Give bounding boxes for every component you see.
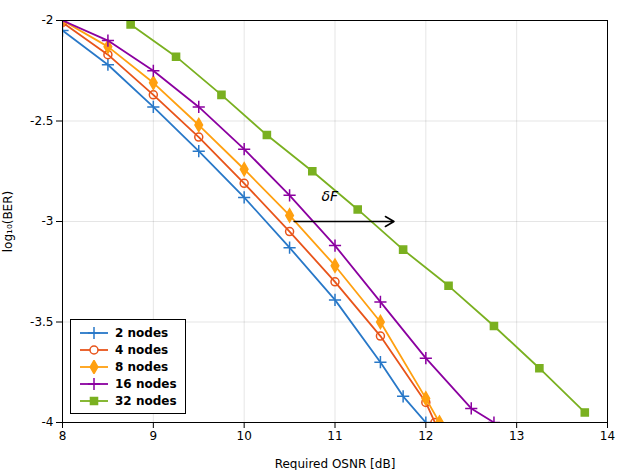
svg-text:δF: δF (321, 188, 339, 204)
html-text:32 nodes: 32 nodes (115, 393, 177, 408)
html-text:16 nodes: 16 nodes (115, 376, 177, 391)
svg-text:10: 10 (237, 429, 252, 443)
svg-text:14: 14 (600, 429, 615, 443)
svg-text:-3.5: -3.5 (30, 315, 53, 329)
svg-text:8: 8 (59, 429, 67, 443)
svg-text:12: 12 (418, 429, 433, 443)
svg-text:Required OSNR [dB]: Required OSNR [dB] (275, 457, 396, 470)
svg-text:-3: -3 (42, 214, 54, 228)
svg-text:13: 13 (509, 429, 524, 443)
svg-text:log₁₀(BER): log₁₀(BER) (1, 191, 15, 252)
svg-text:-4: -4 (42, 415, 54, 429)
svg-text:-2.5: -2.5 (30, 114, 53, 128)
svg-text:-2: -2 (42, 13, 54, 27)
html-text:4 nodes: 4 nodes (115, 342, 169, 357)
html-text:2 nodes: 2 nodes (115, 325, 169, 340)
svg-text:11: 11 (327, 429, 342, 443)
html-text:8 nodes: 8 nodes (115, 359, 169, 374)
svg-text:9: 9 (150, 429, 158, 443)
